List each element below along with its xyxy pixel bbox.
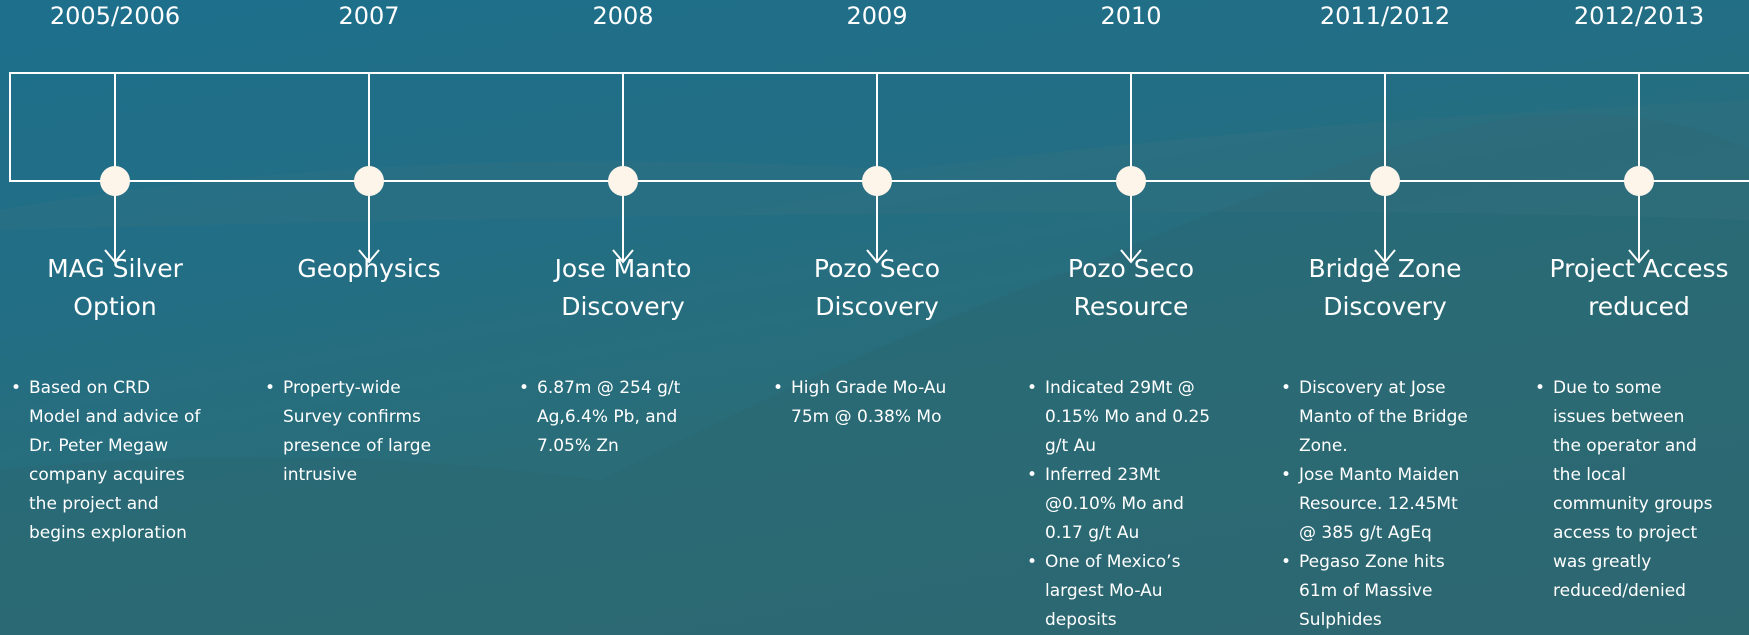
milestone-dot (354, 166, 384, 196)
event-bullets: Due to some issues between the operator … (1535, 374, 1713, 606)
year-label: 2010 (1031, 2, 1231, 30)
event-title: Pozo Seco Discovery (777, 250, 977, 326)
year-label: 2011/2012 (1285, 2, 1485, 30)
bullet-text: 6.87m @ 254 g/t Ag,6.4% Pb, and 7.05% Zn (519, 374, 709, 461)
event-bullets: High Grade Mo-Au 75m @ 0.38% Mo (773, 374, 963, 432)
bullet-text: Based on CRD Model and advice of Dr. Pet… (11, 374, 201, 548)
event-title: Bridge Zone Discovery (1285, 250, 1485, 326)
bullet-text: Indicated 29Mt @ 0.15% Mo and 0.25 g/t A… (1027, 374, 1217, 461)
event-title: Pozo Seco Resource (1031, 250, 1231, 326)
milestone-dot (608, 166, 638, 196)
year-label: 2012/2013 (1539, 2, 1739, 30)
event-title: Geophysics (269, 250, 469, 288)
bullet-text: High Grade Mo-Au 75m @ 0.38% Mo (773, 374, 963, 432)
milestone-dot (1624, 166, 1654, 196)
event-title: Project Access reduced (1539, 250, 1739, 326)
milestone-dot (1370, 166, 1400, 196)
event-bullets: Based on CRD Model and advice of Dr. Pet… (11, 374, 201, 548)
event-bullets: Property-wide Survey confirms presence o… (265, 374, 455, 490)
event-bullets: Indicated 29Mt @ 0.15% Mo and 0.25 g/t A… (1027, 374, 1217, 635)
bullet-text: Jose Manto Maiden Resource. 12.45Mt @ 38… (1281, 461, 1471, 548)
bullet-text: Due to some issues between the operator … (1535, 374, 1713, 606)
mountain-ridge (0, 100, 1749, 230)
milestone-dot (862, 166, 892, 196)
event-title: Jose Manto Discovery (523, 250, 723, 326)
bullet-text: One of Mexico’s largest Mo-Au deposits (1027, 548, 1217, 635)
timeline-page: (() => { const data = JSON.parse(documen… (0, 0, 1749, 635)
year-label: 2007 (269, 2, 469, 30)
event-title: MAG Silver Option (15, 250, 215, 326)
year-label: 2005/2006 (15, 2, 215, 30)
year-label: 2009 (777, 2, 977, 30)
milestone-dot (100, 166, 130, 196)
milestone-dot (1116, 166, 1146, 196)
bullet-text: Pegaso Zone hits 61m of Massive Sulphide… (1281, 548, 1471, 635)
year-label: 2008 (523, 2, 723, 30)
event-bullets: Discovery at Jose Manto of the Bridge Zo… (1281, 374, 1471, 635)
bullet-text: Property-wide Survey confirms presence o… (265, 374, 455, 490)
bullet-text: Inferred 23Mt @0.10% Mo and 0.17 g/t Au (1027, 461, 1217, 548)
bullet-text: Discovery at Jose Manto of the Bridge Zo… (1281, 374, 1471, 461)
event-bullets: 6.87m @ 254 g/t Ag,6.4% Pb, and 7.05% Zn (519, 374, 709, 461)
